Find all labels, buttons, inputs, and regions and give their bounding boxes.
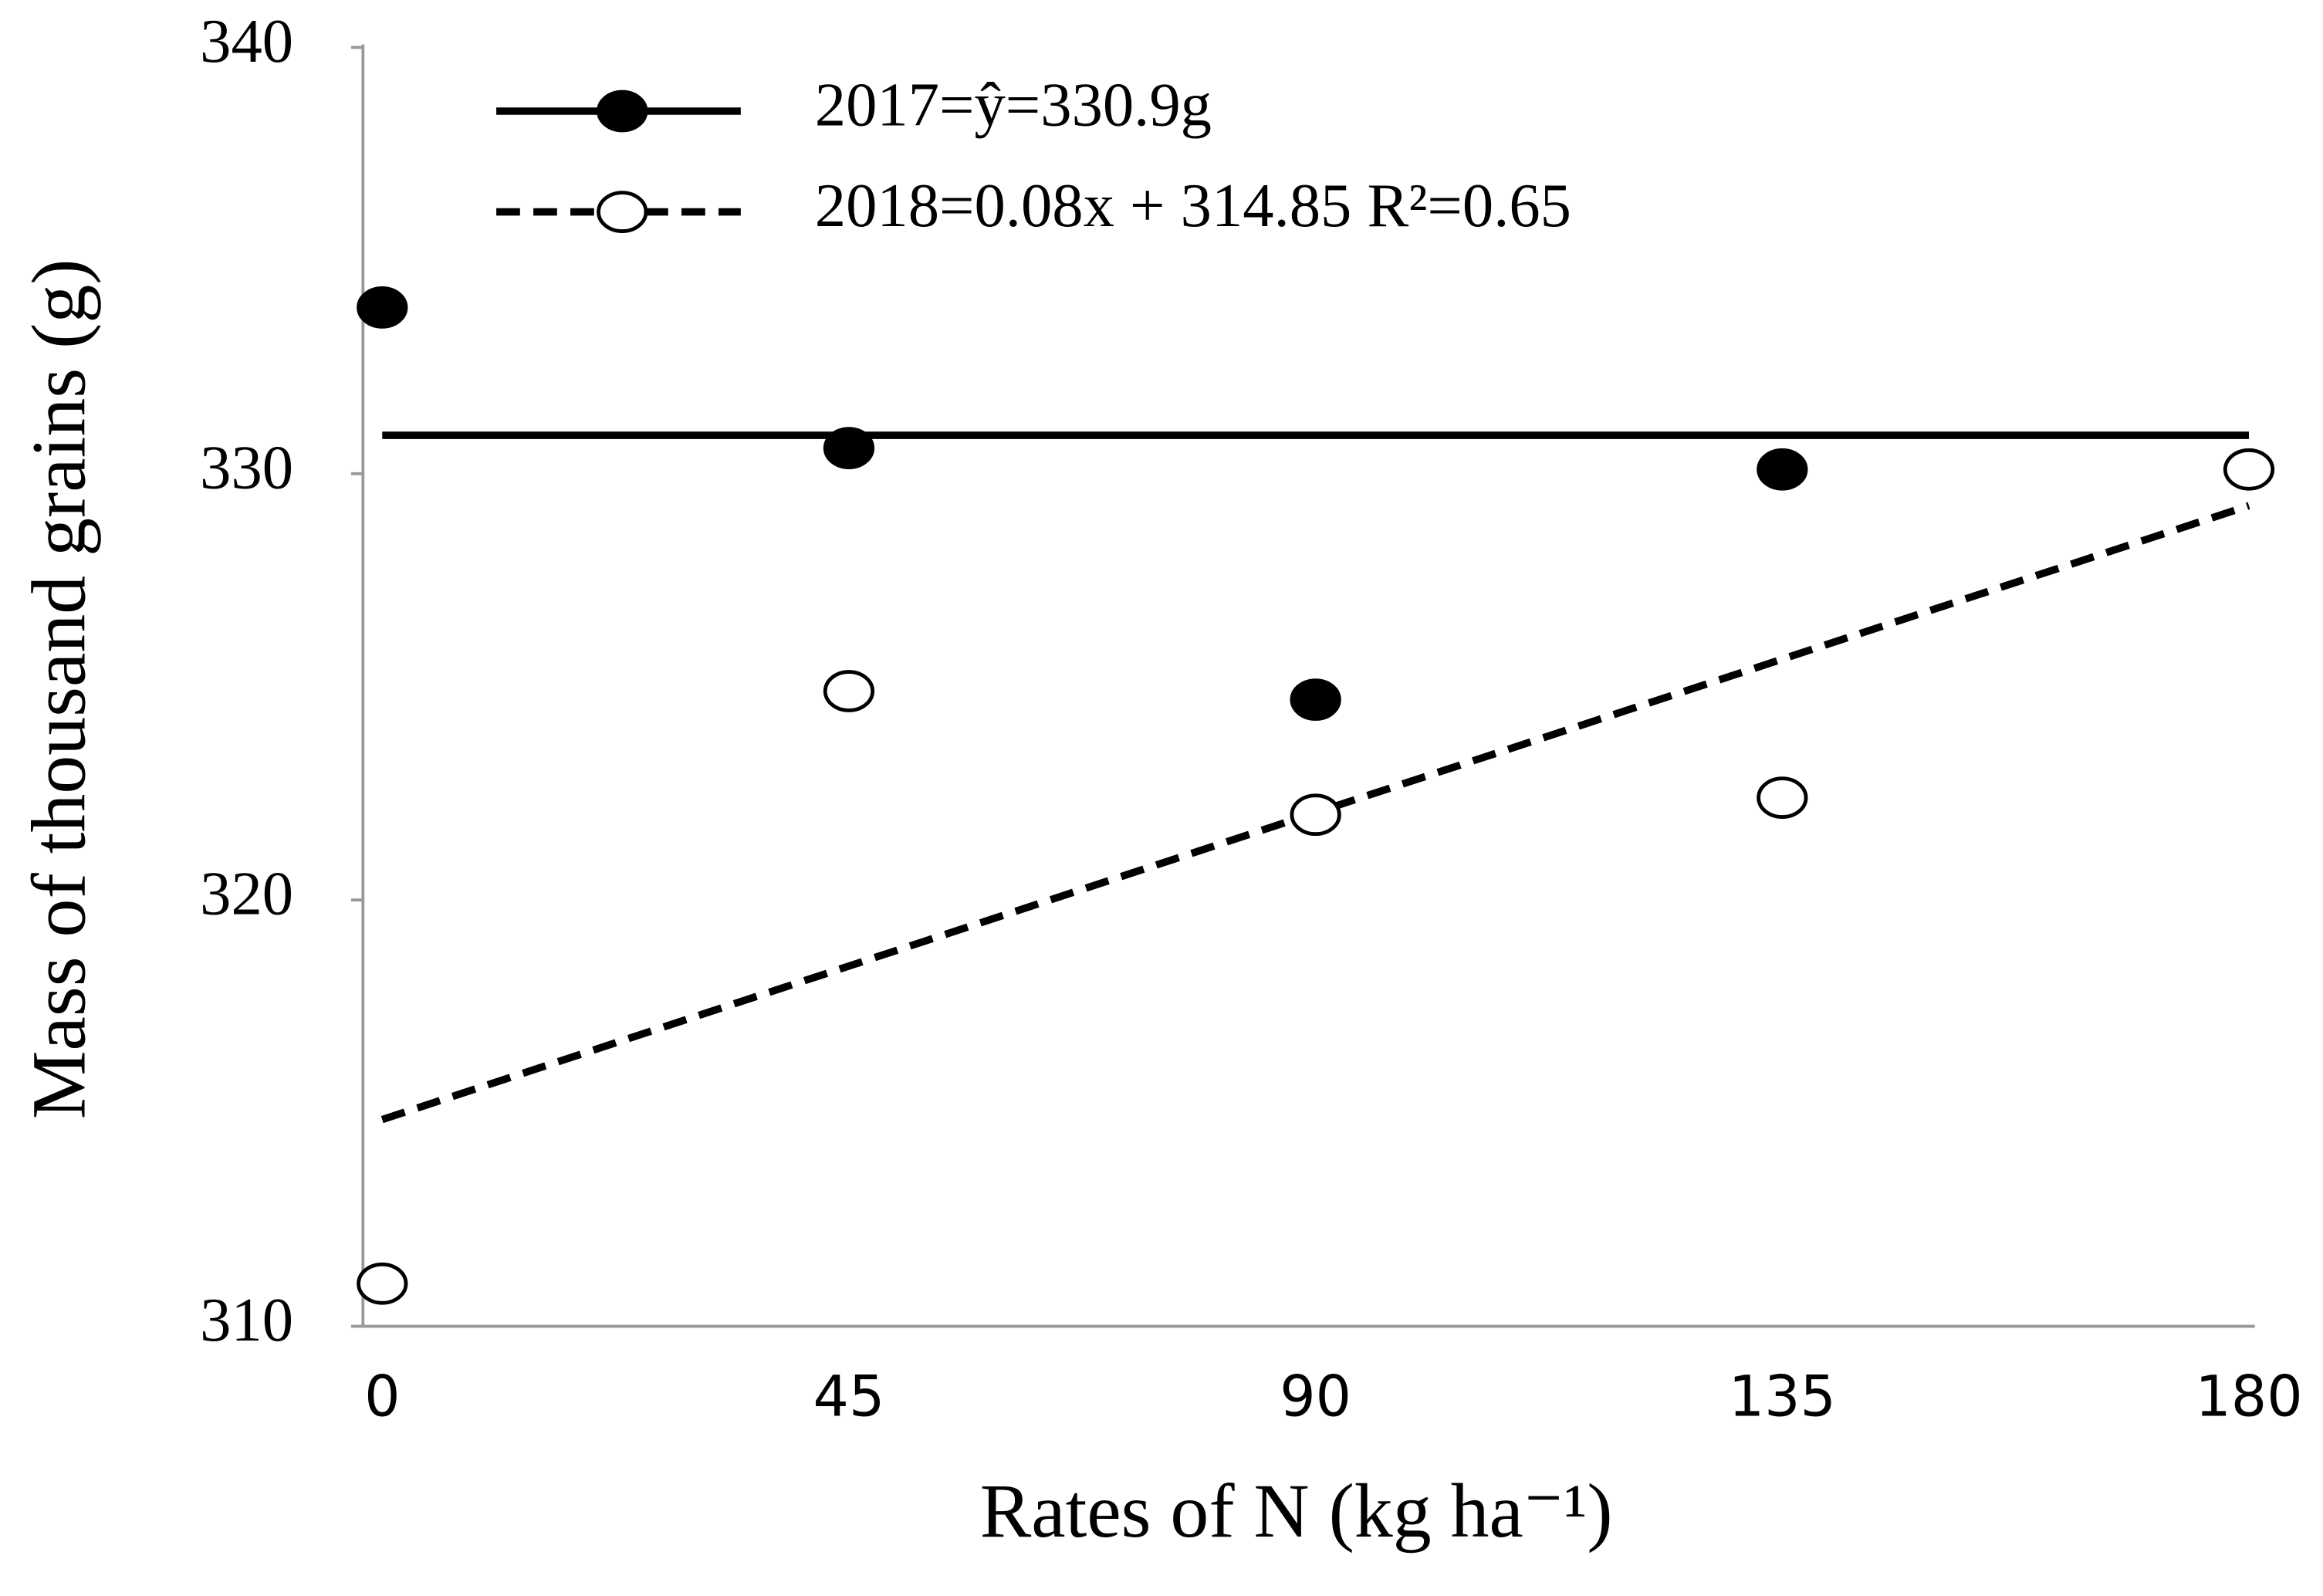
x-tick-label: 90 [1280, 1364, 1351, 1430]
legend-label: 2017=ŷ=330.9g [815, 71, 1212, 140]
data-point [1290, 793, 1341, 837]
data-point [823, 427, 875, 470]
legend-label: 2018=0.08x + 314.85 R²=0.65 [815, 171, 1571, 240]
x-axis-title: Rates of N (kg ha⁻¹) [980, 1468, 1613, 1554]
y-axis-title: Mass of thousand grains (g) [15, 259, 101, 1119]
x-tick-label: 45 [813, 1364, 885, 1430]
x-tick-label: 0 [364, 1364, 400, 1430]
data-point [357, 286, 408, 329]
data-point [2223, 448, 2275, 491]
data-point [1757, 776, 1808, 819]
data-point [357, 1262, 408, 1305]
legend-marker [597, 191, 648, 233]
legend-marker [597, 90, 648, 133]
x-tick-label: 135 [1729, 1364, 1836, 1430]
y-tick-label: 330 [200, 433, 293, 502]
data-point [823, 670, 875, 712]
y-tick-label: 310 [200, 1286, 293, 1354]
data-point [1290, 678, 1341, 721]
data-point [1757, 448, 1808, 491]
y-tick-label: 320 [200, 860, 293, 928]
x-tick-label: 180 [2195, 1364, 2302, 1430]
y-tick-label: 340 [200, 7, 293, 76]
